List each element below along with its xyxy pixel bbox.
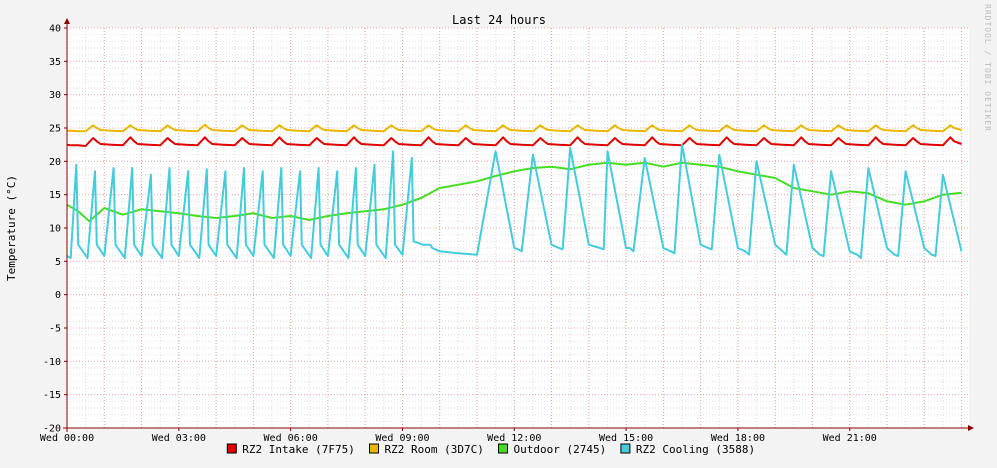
legend-swatch [498,443,508,454]
x-tick-label: Wed 18:00 [711,433,765,444]
y-tick-label: -15 [43,390,61,401]
x-tick-label: Wed 00:00 [40,433,94,444]
legend-entry: RZ2 Room (3D7C) [385,443,484,456]
x-tick-label: Wed 06:00 [264,433,318,444]
legend-swatch [620,443,631,454]
series-line-3 [66,161,962,223]
y-tick-label: 40 [49,24,61,35]
series-line-1 [66,136,962,147]
y-tick-label: 0 [55,290,61,301]
x-axis-arrow [968,425,974,431]
legend: RZ2 Intake (7F75) RZ2 Room (3D7C) Outdoor … [226,443,755,456]
x-tick-label: Wed 09:00 [375,433,429,444]
y-tick-label: 10 [49,224,61,235]
watermark: RRDTOOL / TOBI OETIKER [983,4,992,132]
series-line-4 [66,143,963,259]
y-axis-label: Temperature (°C) [5,175,18,281]
legend-entry: RZ2 Intake (7F75) [242,443,355,456]
legend-swatch [226,443,237,454]
y-tick-label: 35 [49,57,61,68]
chart-title: Last 24 hours [452,13,546,27]
x-tick-label: Wed 03:00 [152,433,206,444]
y-tick-label: 20 [49,157,61,168]
y-tick-label: 5 [55,257,61,268]
y-tick-label: -5 [49,324,61,335]
x-tick-label: Wed 15:00 [599,433,653,444]
legend-swatch [369,443,379,454]
legend-entry: Outdoor (2745) [514,443,607,456]
x-tick-labels: Wed 00:00 Wed 03:00 Wed 06:00 Wed 09:00 Wed … [40,428,877,444]
series-layer [66,123,963,259]
series-line-2 [67,123,962,133]
y-tick-labels: -20 -15 -10 -5 0 5 10 15 20 25 30 35 40 [43,24,67,435]
y-tick-label: 25 [49,124,61,135]
y-tick-label: -10 [43,357,61,368]
y-tick-label: 15 [49,190,61,201]
axes [63,18,974,432]
x-tick-label: Wed 21:00 [823,433,877,444]
x-tick-label: Wed 12:00 [487,433,541,444]
y-tick-label: 30 [49,90,61,101]
y-tick-label: -20 [43,424,61,435]
legend-entry: RZ2 Cooling (3588) [636,443,755,456]
y-axis-arrow [64,18,70,24]
